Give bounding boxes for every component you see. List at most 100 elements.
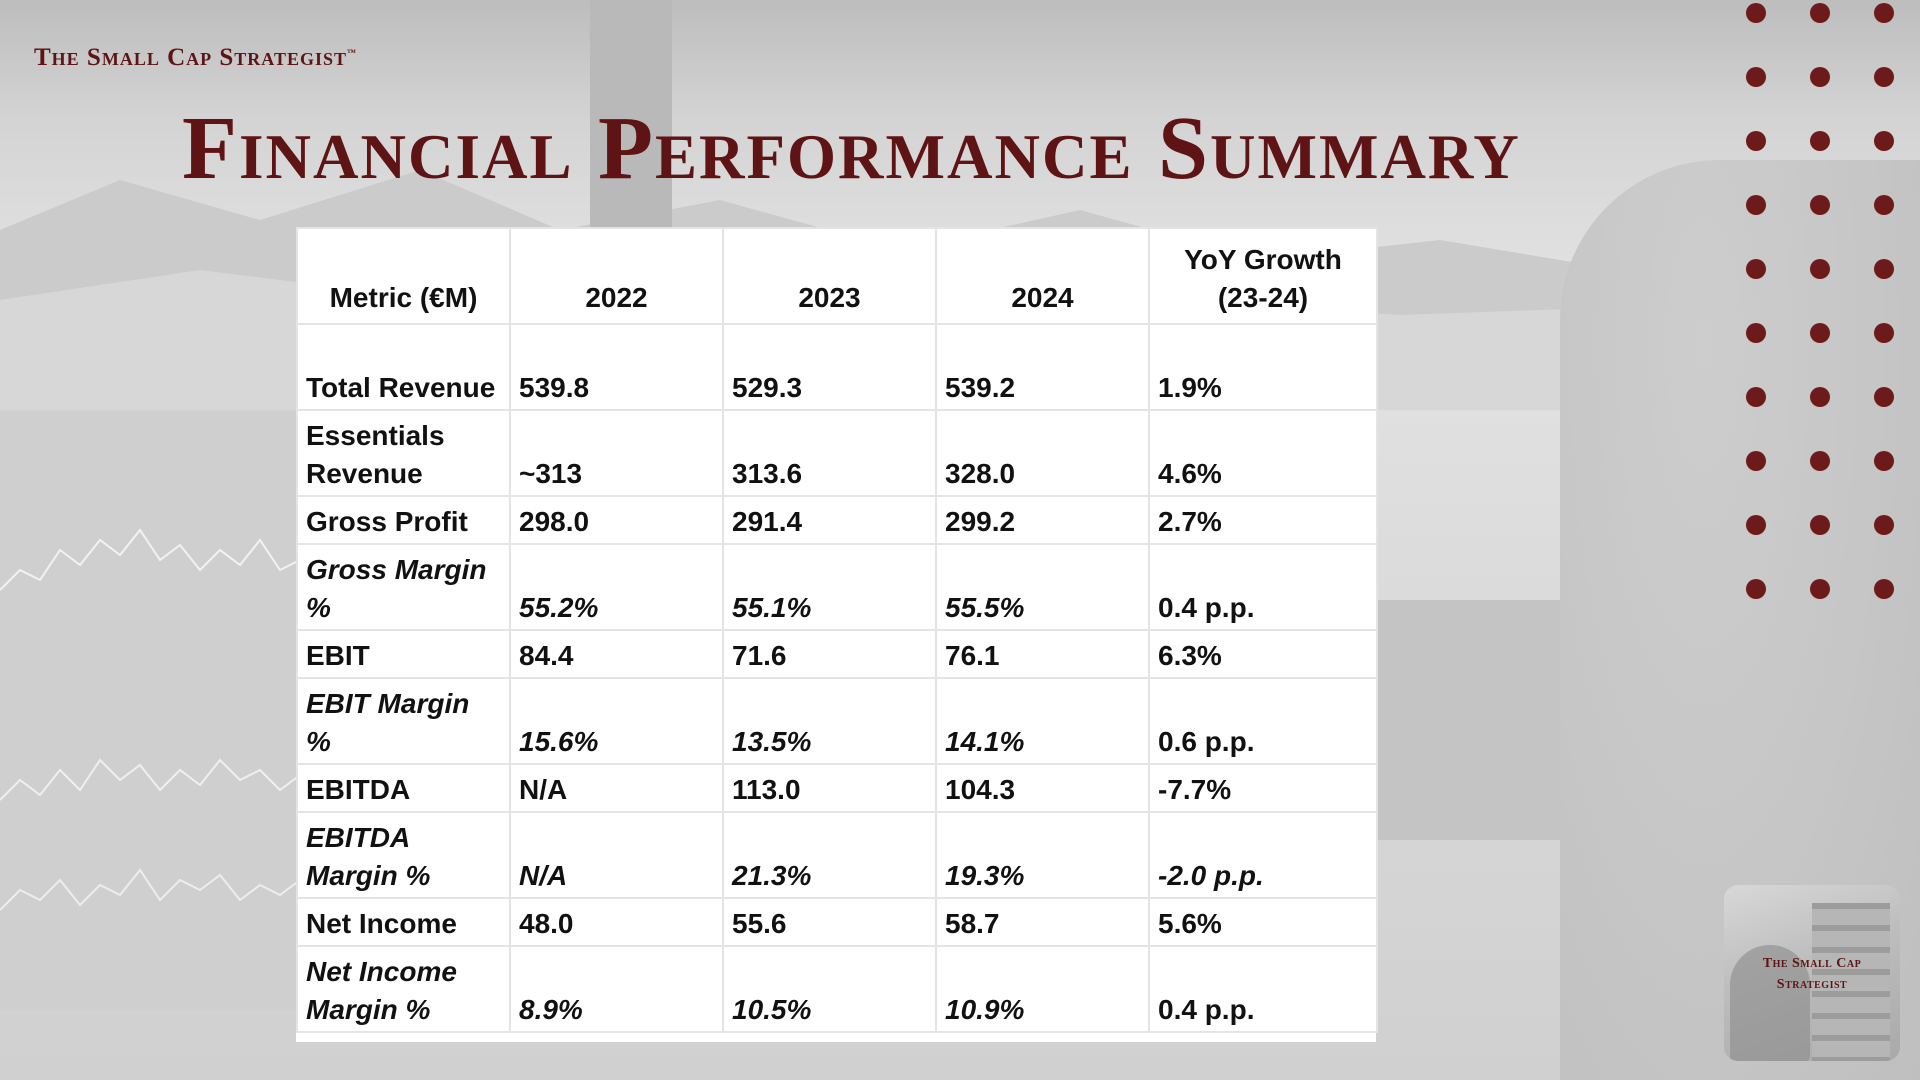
dot-icon [1810,131,1830,151]
header-2024: 2024 [935,227,1150,325]
cell-2023: 55.1% [722,543,937,631]
cell-2022: N/A [509,811,724,899]
dot-icon [1874,131,1894,151]
cell-2022: 55.2% [509,543,724,631]
cell-2022: 84.4 [509,629,724,679]
dot-icon [1746,579,1766,599]
cell-yoy: 2.7% [1148,495,1378,545]
header-yoy-growth: YoY Growth (23-24) [1148,227,1378,325]
dot-icon [1746,3,1766,23]
dot-icon [1810,451,1830,471]
cell-2023: 113.0 [722,763,937,813]
cell-2023: 10.5% [722,945,937,1033]
logo-text: The Small Cap Strategist [1724,953,1900,995]
background-monitor-left [0,410,300,1010]
cell-2024: 14.1% [935,677,1150,765]
cell-2023: 21.3% [722,811,937,899]
cell-metric: EBIT [296,629,511,679]
dot-icon [1746,323,1766,343]
cell-2024: 19.3% [935,811,1150,899]
background-pole [590,0,672,230]
dot-icon [1874,3,1894,23]
dot-icon [1746,259,1766,279]
cell-metric: Net Income Margin % [296,945,511,1033]
dot-icon [1874,323,1894,343]
table-row: EBITDA N/A 113.0 104.3 -7.7% [296,763,1378,813]
cell-2024: 10.9% [935,945,1150,1033]
dot-icon [1874,515,1894,535]
dot-icon [1746,515,1766,535]
cell-metric: Gross Profit [296,495,511,545]
table-row: Net Income Margin % 8.9% 10.5% 10.9% 0.4… [296,945,1378,1033]
page-title: Financial Performance Summary [182,99,1521,198]
logo-line-2: Strategist [1776,977,1848,992]
header-2022: 2022 [509,227,724,325]
cell-metric: Gross Margin % [296,543,511,631]
dot-icon [1874,195,1894,215]
cell-2022: N/A [509,763,724,813]
cell-yoy: -2.0 p.p. [1148,811,1378,899]
table-row: EBIT Margin % 15.6% 13.5% 14.1% 0.6 p.p. [296,677,1378,765]
cell-metric: EBITDA Margin % [296,811,511,899]
dot-icon [1810,387,1830,407]
cell-2022: 8.9% [509,945,724,1033]
table-row: Gross Margin % 55.2% 55.1% 55.5% 0.4 p.p… [296,543,1378,631]
dot-icon [1810,195,1830,215]
building-logo-icon: The Small Cap Strategist [1724,885,1900,1061]
table-row: EBITDA Margin % N/A 21.3% 19.3% -2.0 p.p… [296,811,1378,899]
dot-grid-icon [1746,3,1906,603]
dot-icon [1810,259,1830,279]
cell-yoy: -7.7% [1148,763,1378,813]
cell-2022: ~313 [509,409,724,497]
cell-metric: Essentials Revenue [296,409,511,497]
dot-icon [1810,579,1830,599]
logo-line-1: The Small Cap [1762,956,1862,971]
dot-icon [1874,67,1894,87]
dot-icon [1810,515,1830,535]
table-row: Gross Profit 298.0 291.4 299.2 2.7% [296,495,1378,545]
financial-table: Metric (€M) 2022 2023 2024 YoY Growth (2… [296,227,1378,1033]
background-monitor-right [1370,600,1560,840]
header-2023: 2023 [722,227,937,325]
brand-wordmark: The Small Cap Strategist™ [34,44,357,72]
dot-icon [1874,579,1894,599]
dot-icon [1746,131,1766,151]
cell-2023: 529.3 [722,323,937,411]
cell-yoy: 6.3% [1148,629,1378,679]
dot-icon [1746,67,1766,87]
table-row: Essentials Revenue ~313 313.6 328.0 4.6% [296,409,1378,497]
dot-icon [1810,3,1830,23]
dot-icon [1810,323,1830,343]
cell-yoy: 0.4 p.p. [1148,945,1378,1033]
cell-2022: 48.0 [509,897,724,947]
header-metric: Metric (€M) [296,227,511,325]
logo-tree-shape [1730,945,1810,1061]
cell-metric: EBIT Margin % [296,677,511,765]
table-row: EBIT 84.4 71.6 76.1 6.3% [296,629,1378,679]
cell-yoy: 4.6% [1148,409,1378,497]
cell-2024: 76.1 [935,629,1150,679]
cell-yoy: 1.9% [1148,323,1378,411]
dot-icon [1874,451,1894,471]
brand-trademark: ™ [347,47,357,58]
cell-metric: Net Income [296,897,511,947]
brand-name: The Small Cap Strategist [34,44,347,71]
cell-2022: 539.8 [509,323,724,411]
cell-metric: Total Revenue [296,323,511,411]
cell-2022: 298.0 [509,495,724,545]
dot-icon [1874,259,1894,279]
table-header-row: Metric (€M) 2022 2023 2024 YoY Growth (2… [296,227,1378,325]
dot-icon [1746,451,1766,471]
cell-2023: 13.5% [722,677,937,765]
cell-2023: 313.6 [722,409,937,497]
cell-2024: 55.5% [935,543,1150,631]
table-row: Net Income 48.0 55.6 58.7 5.6% [296,897,1378,947]
cell-2024: 328.0 [935,409,1150,497]
cell-2024: 299.2 [935,495,1150,545]
dot-icon [1874,387,1894,407]
cell-2023: 71.6 [722,629,937,679]
cell-yoy: 5.6% [1148,897,1378,947]
logo-building-shape [1812,903,1890,1061]
dot-icon [1746,195,1766,215]
cell-metric: EBITDA [296,763,511,813]
